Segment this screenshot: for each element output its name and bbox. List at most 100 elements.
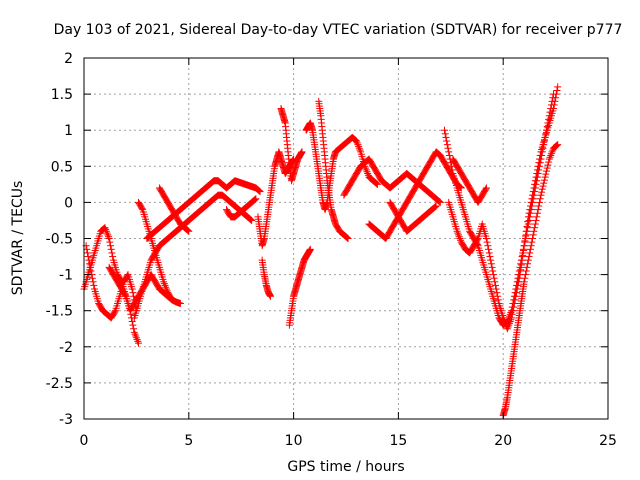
data-point <box>533 213 541 221</box>
data-point <box>505 319 513 327</box>
data-point <box>126 307 134 315</box>
data-point <box>107 245 115 253</box>
series-arc-c <box>105 263 142 347</box>
data-point <box>503 325 511 333</box>
data-point <box>552 90 560 98</box>
data-point <box>163 287 171 295</box>
data-point <box>552 94 560 102</box>
data-point <box>543 167 551 175</box>
data-point <box>89 278 97 286</box>
data-point <box>536 198 544 206</box>
data-point <box>500 316 508 324</box>
data-point <box>101 224 109 232</box>
data-point <box>445 148 453 156</box>
data-point <box>546 153 554 161</box>
data-point <box>444 144 452 152</box>
data-point <box>161 281 169 289</box>
data-point <box>489 267 497 275</box>
data-point <box>133 336 141 344</box>
data-point <box>533 170 541 178</box>
data-point <box>105 235 113 242</box>
data-point <box>356 146 364 154</box>
data-point <box>490 274 498 282</box>
data-point <box>372 179 380 187</box>
data-point <box>545 155 553 163</box>
data-point <box>493 289 501 297</box>
data-point <box>521 274 529 282</box>
data-point <box>529 231 537 239</box>
data-point <box>520 242 528 250</box>
data-point <box>487 256 495 264</box>
data-point <box>443 141 451 149</box>
series-arc-n <box>315 97 352 242</box>
data-point <box>492 281 500 289</box>
data-point <box>534 162 542 170</box>
data-point <box>531 220 539 228</box>
data-point <box>494 296 502 304</box>
y-tick-label: -3 <box>59 412 73 428</box>
data-point <box>519 247 527 255</box>
data-point <box>529 188 537 196</box>
data-point <box>554 141 562 149</box>
data-point <box>104 233 112 241</box>
data-point <box>533 166 541 174</box>
data-point <box>491 278 499 286</box>
series-arc-l <box>285 245 314 329</box>
y-tick-labels: 2 1.5 1 0.5 0 -0.5 -1 -1.5 -2 -2.5 -3 <box>46 51 73 428</box>
data-point <box>473 236 481 244</box>
data-point <box>185 227 193 235</box>
data-point <box>554 83 562 91</box>
data-point <box>128 285 136 293</box>
data-point <box>129 321 137 329</box>
data-point <box>248 216 256 224</box>
data-point <box>167 295 175 303</box>
data-point <box>482 184 490 192</box>
data-point <box>183 226 191 234</box>
data-point <box>533 209 541 217</box>
series-arc-k <box>277 105 306 185</box>
y-tick-label: -1.5 <box>46 304 73 320</box>
data-point <box>530 227 538 235</box>
data-point <box>362 164 370 172</box>
data-point <box>453 227 461 235</box>
data-point <box>520 278 528 286</box>
data-point <box>256 188 264 196</box>
data-point <box>523 222 531 230</box>
data-point <box>485 249 493 257</box>
data-point <box>505 321 513 329</box>
y-tick-label: 1 <box>64 123 73 139</box>
data-point <box>442 133 450 141</box>
data-point <box>552 142 560 150</box>
y-tick-label: 0 <box>64 195 73 211</box>
data-point <box>543 164 551 172</box>
data-point <box>132 334 140 342</box>
data-point <box>121 291 129 299</box>
data-point <box>538 188 546 196</box>
x-axis-label: GPS time / hours <box>287 459 404 475</box>
data-point <box>531 224 539 232</box>
data-point <box>184 227 192 235</box>
series-arc-t <box>449 155 490 206</box>
data-point <box>130 328 138 336</box>
x-tick-labels: 0 5 10 15 20 25 <box>80 433 617 449</box>
data-point <box>548 148 556 156</box>
data-point <box>364 170 372 178</box>
data-point <box>111 308 119 316</box>
series-arc-s <box>445 83 562 333</box>
data-point <box>522 232 530 240</box>
data-point <box>508 314 516 322</box>
data-point <box>539 182 547 190</box>
data-point <box>524 218 532 226</box>
y-tick-label: 1.5 <box>51 87 73 103</box>
series-arc-q <box>386 198 440 235</box>
data-point <box>530 184 538 192</box>
data-point <box>524 260 532 268</box>
data-point <box>529 191 537 199</box>
data-point <box>504 323 512 331</box>
data-point <box>436 198 444 206</box>
data-point <box>492 285 500 293</box>
data-point <box>507 316 515 324</box>
data-point <box>130 325 138 333</box>
data-point <box>83 249 91 257</box>
